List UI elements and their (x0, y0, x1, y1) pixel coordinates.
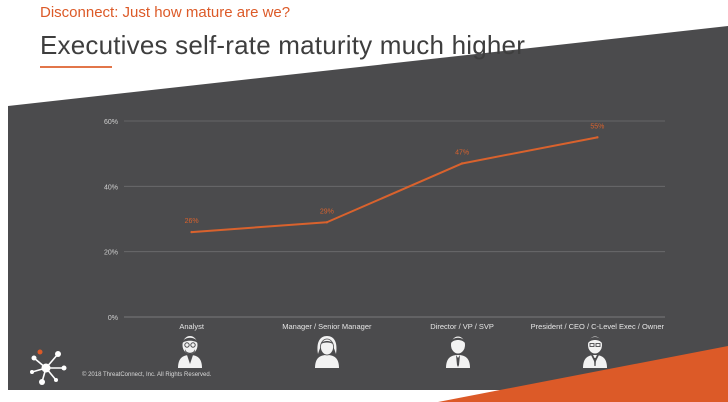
threatconnect-logo (30, 349, 67, 385)
slide-subtitle: Disconnect: Just how mature are we? (40, 4, 291, 21)
data-point (190, 230, 193, 234)
title-underline (40, 66, 112, 68)
data-label: 55% (590, 123, 604, 130)
data-point (596, 136, 599, 139)
y-tick-label: 40% (104, 184, 118, 191)
copyright-text: © 2018 ThreatConnect, Inc. All Rights Re… (82, 372, 212, 378)
data-label: 26% (185, 218, 199, 225)
x-category-label: President / CEO / C-Level Exec / Owner (531, 322, 665, 331)
analyst-icon (178, 336, 202, 368)
president-icon (583, 336, 607, 368)
slide-title: Executives self-rate maturity much highe… (40, 30, 526, 60)
y-tick-label: 0% (108, 315, 118, 322)
x-category-label: Director / VP / SVP (430, 322, 494, 331)
y-tick-label: 20% (104, 250, 118, 257)
dark-panel (8, 26, 728, 390)
data-label: 29% (320, 208, 334, 215)
y-tick-label: 60% (104, 119, 118, 126)
series-line (191, 136, 598, 234)
data-point (460, 162, 464, 165)
accent-corner (438, 346, 728, 402)
x-category-label: Manager / Senior Manager (282, 322, 372, 331)
data-label: 47% (455, 149, 469, 156)
manager-icon (315, 336, 339, 368)
director-icon (446, 336, 470, 368)
data-point (325, 221, 329, 224)
x-category-label: Analyst (179, 322, 205, 331)
